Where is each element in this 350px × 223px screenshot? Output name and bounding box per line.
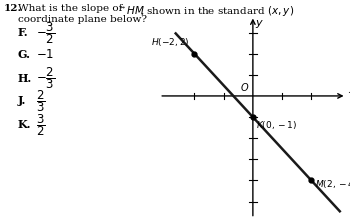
Text: © ActHelper.com: © ActHelper.com <box>272 211 346 219</box>
Text: $-1$: $-1$ <box>36 48 54 62</box>
Text: 12.: 12. <box>4 4 22 13</box>
Text: H.: H. <box>18 72 32 83</box>
Text: , shown in the standard $(x,y)$: , shown in the standard $(x,y)$ <box>140 4 294 18</box>
Text: $x$: $x$ <box>348 85 350 95</box>
Text: $y$: $y$ <box>255 18 264 30</box>
Text: K.: K. <box>18 120 32 130</box>
Text: $\overleftrightarrow{HM}$: $\overleftrightarrow{HM}$ <box>120 4 145 16</box>
Text: $H(-2,2)$: $H(-2,2)$ <box>151 36 190 48</box>
Text: $M(2,-4)$: $M(2,-4)$ <box>315 178 350 190</box>
Text: $O$: $O$ <box>240 81 249 93</box>
Text: $\dfrac{2}{3}$: $\dfrac{2}{3}$ <box>36 88 46 114</box>
Text: What is the slope of: What is the slope of <box>18 4 126 13</box>
Text: J.: J. <box>18 95 26 107</box>
Text: $K(0,-1)$: $K(0,-1)$ <box>257 119 298 131</box>
Text: $-\dfrac{2}{3}$: $-\dfrac{2}{3}$ <box>36 65 55 91</box>
Text: coordinate plane below?: coordinate plane below? <box>18 15 147 24</box>
Text: $\dfrac{3}{2}$: $\dfrac{3}{2}$ <box>36 112 46 138</box>
Text: G.: G. <box>18 50 31 60</box>
Text: F.: F. <box>18 27 29 39</box>
Text: $-\dfrac{3}{2}$: $-\dfrac{3}{2}$ <box>36 20 55 46</box>
